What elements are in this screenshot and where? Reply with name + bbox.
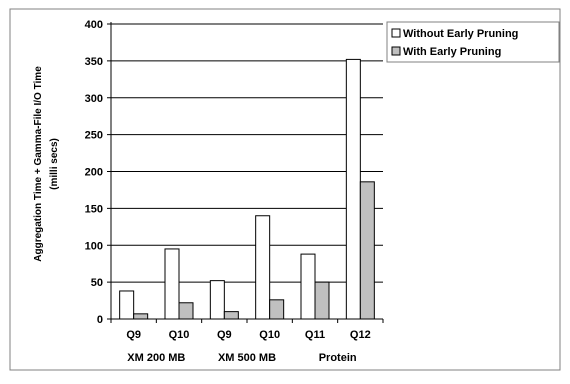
y-axis-label-line2: (milli secs) — [49, 138, 60, 190]
bar — [164, 248, 180, 320]
bar — [119, 290, 135, 320]
y-tick-label: 300 — [85, 93, 103, 105]
y-tick-label: 350 — [85, 56, 103, 68]
bar — [209, 280, 225, 320]
bar — [133, 313, 149, 320]
y-axis-label: Aggregation Time + Gamma-File I/O Time (… — [33, 66, 60, 262]
group-labels: XM 200 MB XM 500 MB Protein — [127, 352, 357, 364]
legend-label-without-early-pruning: Without Early Pruning — [403, 28, 518, 40]
chart-border — [9, 8, 561, 371]
y-tick-label: 250 — [85, 130, 103, 142]
bar — [223, 311, 239, 320]
group-label: Protein — [319, 352, 357, 364]
y-axis-label-line1: Aggregation Time + Gamma-File I/O Time — [33, 66, 44, 262]
category-label: Q10 — [259, 329, 280, 341]
y-tick-label: 0 — [97, 314, 103, 326]
category-label: Q12 — [350, 329, 371, 341]
y-tick-label: 400 — [85, 19, 103, 31]
bar — [345, 58, 361, 320]
y-tick-label: 200 — [85, 167, 103, 179]
legend-label-with-early-pruning: With Early Pruning — [403, 46, 501, 58]
y-tick-label: 50 — [91, 277, 103, 289]
bar — [300, 253, 316, 320]
category-label: Q9 — [217, 329, 232, 341]
bar — [359, 181, 375, 320]
legend-swatch-without-early-pruning — [391, 28, 401, 38]
bars — [119, 58, 375, 320]
group-label: XM 500 MB — [218, 352, 276, 364]
legend: Without Early Pruning With Early Pruning — [386, 21, 560, 63]
category-label: Q10 — [169, 329, 190, 341]
bar — [255, 215, 271, 320]
group-label: XM 200 MB — [127, 352, 185, 364]
bar — [269, 299, 285, 320]
category-labels: Q9 Q10 Q9 Q10 Q11 Q12 — [126, 329, 370, 341]
legend-box — [386, 21, 560, 63]
bar — [178, 302, 194, 320]
category-label: Q9 — [126, 329, 141, 341]
bar — [314, 281, 330, 320]
legend-swatch-with-early-pruning — [391, 46, 401, 56]
y-tick-label: 100 — [85, 240, 103, 252]
y-tick-label: 150 — [85, 203, 103, 215]
axes — [110, 22, 384, 323]
y-tick-labels: 0 50 100 150 200 250 300 350 400 — [85, 19, 103, 326]
gridlines — [107, 23, 383, 320]
category-label: Q11 — [305, 329, 325, 341]
